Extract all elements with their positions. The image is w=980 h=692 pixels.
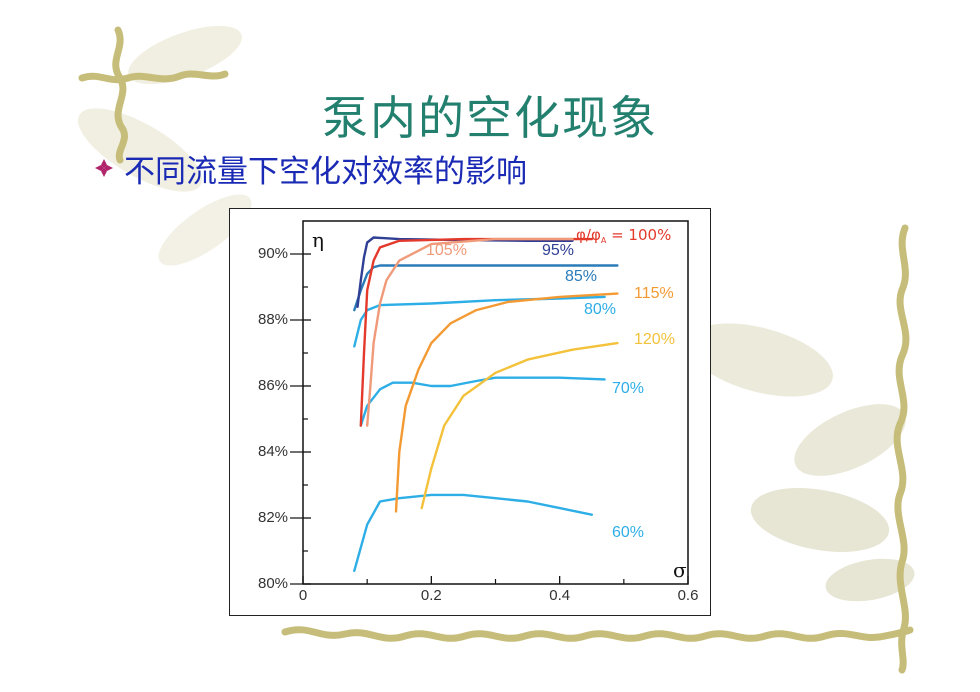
diamond-bullet-icon: [95, 159, 113, 177]
series-label-115pct: 115%: [634, 285, 674, 302]
y-tick-label: 88%: [258, 311, 288, 328]
x-tick-label: 0.2: [421, 587, 442, 604]
series-line-60pct: [353, 493, 593, 572]
series-label-85pct: 85%: [565, 268, 597, 285]
series-label-120pct: 120%: [634, 331, 675, 348]
x-tick-label: 0.6: [678, 587, 699, 604]
series-label-95pct: 95%: [542, 242, 574, 259]
y-tick-label: 86%: [258, 377, 288, 394]
bullet-item: 不同流量下空化对效率的影响: [94, 146, 527, 190]
y-tick-label: 90%: [258, 245, 288, 262]
series-line-85pct: [353, 264, 619, 312]
series-line-105pct: [365, 237, 574, 427]
series-line-70pct: [359, 376, 606, 427]
y-tick-label: 82%: [258, 509, 288, 526]
series-line-95pct: [356, 236, 574, 309]
slide-title: 泵内的空化现象: [322, 91, 658, 145]
bullet-text: 不同流量下空化对效率的影响: [124, 153, 527, 190]
series-line-120pct: [420, 341, 619, 510]
vine-decoration: [78, 26, 914, 674]
series-line-115pct: [394, 292, 619, 513]
leaf-decoration: [77, 25, 915, 602]
series-label-60pct: 60%: [612, 524, 644, 541]
efficiency-chart: 80% 82% 84% 86% 88% 90% 0 0.2 0.4 0.6 η σ 60% 70% 80% 8…: [258, 220, 699, 604]
series-label-80pct: 80%: [584, 301, 616, 318]
y-tick-label: 80%: [258, 575, 288, 592]
series-label-100pct: φ/φA = 100%: [576, 226, 671, 245]
x-tick-label: 0: [299, 587, 307, 604]
x-tick-label: 0.4: [549, 587, 570, 604]
y-axis-label: η: [312, 228, 324, 252]
series-line-80pct: [353, 295, 606, 348]
x-axis-label: σ: [673, 558, 687, 582]
series-label-70pct: 70%: [612, 380, 644, 397]
series-label-105pct: 105%: [426, 242, 467, 259]
efficiency-chart-figure: 80% 82% 84% 86% 88% 90% 0 0.2 0.4 0.6 η σ 60% 70% 80% 8…: [229, 208, 711, 616]
y-tick-label: 84%: [258, 443, 288, 460]
